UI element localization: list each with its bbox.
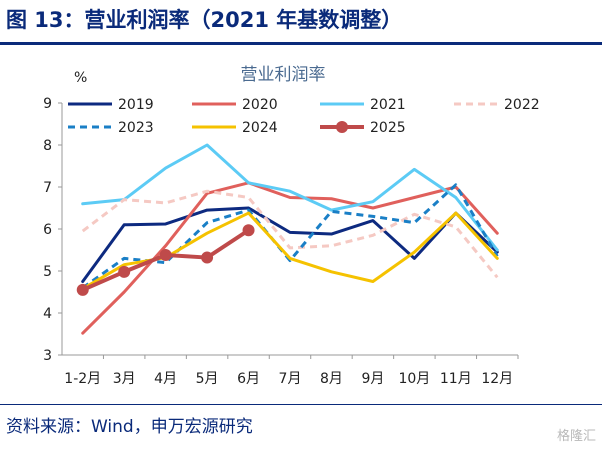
source-note: 资料来源：Wind，申万宏源研究 [6,417,253,437]
legend-label-2021: 2021 [370,97,406,113]
legend-label-2023: 2023 [118,120,154,136]
y-tick-label: 9 [43,96,52,112]
legend-label-2024: 2024 [242,120,278,136]
footer-divider [0,404,602,405]
data-point-2025 [242,224,255,237]
x-tick-label: 7月 [279,371,302,387]
watermark: 格隆汇 [556,429,596,444]
data-point-2025 [201,251,214,264]
x-tick-label: 4月 [154,371,177,387]
x-tick-label: 6月 [237,371,260,387]
data-point-2025 [76,283,89,296]
legend-label-2025: 2025 [370,120,406,136]
data-point-2025 [159,249,172,262]
series-line-2021 [81,143,499,252]
y-tick-label: 3 [43,348,52,364]
y-tick-label: 5 [43,264,52,280]
y-axis-unit: % [74,70,87,86]
series-line-2019 [81,206,499,283]
series-line-2022 [81,189,499,279]
title-divider [0,42,602,45]
x-tick-label: 3月 [113,371,136,387]
x-tick-label: 8月 [320,371,343,387]
x-tick-label: 9月 [361,371,384,387]
line-chart: 营业利润率 % 3 4 5 6 7 8 9 1-2月 3月 4月 5月 6月 7月 8月 9月 10月 11月 1… [43,65,540,387]
plot-area: 3 4 5 6 7 8 9 1-2月 3月 4月 5月 6月 7月 8月 9月 10月 11月 12月 2019 20… [43,96,540,387]
y-tick-label: 6 [43,222,52,238]
legend-label-2022: 2022 [504,97,540,113]
legend-label-2019: 2019 [118,97,154,113]
legend-label-2020: 2020 [242,97,278,113]
y-tick-label: 4 [43,306,52,322]
x-tick-label: 10月 [398,371,430,387]
data-point-2025 [118,265,131,278]
x-tick-label: 11月 [440,371,472,387]
x-tick-label: 12月 [481,371,513,387]
chart-title: 营业利润率 [241,65,326,85]
x-tick-label: 1-2月 [64,371,101,387]
figure-title: 图 13：营业利润率（2021 年基数调整） [6,8,403,32]
legend-marker-2025 [336,121,348,133]
y-tick-label: 8 [43,138,52,154]
x-tick-label: 5月 [196,371,219,387]
y-tick-label: 7 [43,180,52,196]
